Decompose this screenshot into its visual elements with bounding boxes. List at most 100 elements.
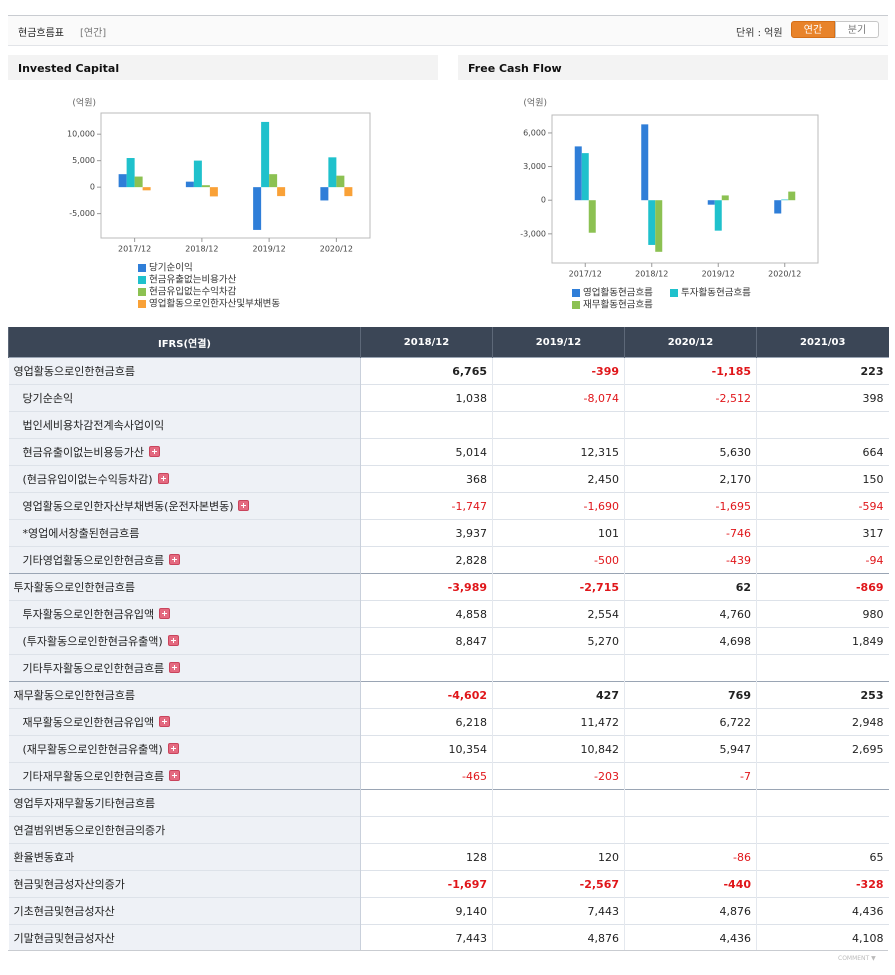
chart-title: Invested Capital: [18, 62, 119, 75]
y-tick-label: 3,000: [523, 162, 546, 171]
expand-icon[interactable]: [159, 608, 171, 619]
value-cell: -94: [756, 546, 889, 574]
value-cell: 4,858: [360, 600, 493, 628]
annual-button[interactable]: 연간: [791, 21, 835, 38]
table-row: 영업활동으로인한자산부채변동(운전자본변동) -1,747 -1,690 -1,695…: [8, 492, 889, 520]
row-label-cell: 연결범위변동으로인한현금의증가: [8, 816, 361, 844]
value-cell: -440: [624, 870, 757, 898]
table-row: 당기순손익 1,038 -8,074 -2,512 398: [8, 384, 889, 412]
plot-area: [551, 114, 819, 264]
table-row: (현금유입이없는수익등차감) 368 2,450 2,170 150: [8, 465, 889, 493]
value-cell: -1,747: [360, 492, 493, 520]
expand-icon[interactable]: [148, 446, 160, 457]
row-label-cell: 법인세비용차감전계속사업이익: [8, 411, 361, 439]
value-cell: 2,554: [492, 600, 625, 628]
expand-icon[interactable]: [238, 500, 250, 511]
bar: [707, 200, 715, 205]
value-cell: 980: [756, 600, 889, 628]
expand-icon[interactable]: [169, 662, 181, 673]
value-cell: 150: [756, 465, 889, 493]
x-tick-label: 2017/12: [118, 245, 151, 254]
legend-swatch: [670, 289, 678, 297]
expand-icon[interactable]: [167, 635, 179, 646]
row-label-cell: (현금유입이없는수익등차감): [8, 465, 361, 493]
bar: [588, 200, 596, 233]
value-cell: 6,722: [624, 708, 757, 736]
value-cell: 5,014: [360, 438, 493, 466]
quarter-button[interactable]: 분기: [835, 21, 879, 38]
value-cell: 4,698: [624, 627, 757, 655]
value-cell: -1,185: [624, 357, 757, 385]
value-cell: -328: [756, 870, 889, 898]
expand-icon[interactable]: [169, 554, 181, 565]
value-cell: -4,602: [360, 681, 493, 709]
table-row: 현금유출이없는비용등가산 5,014 12,315 5,630 664: [8, 438, 889, 466]
row-label: 연결범위변동으로인한현금의증가: [13, 824, 166, 837]
bar: [185, 181, 194, 188]
section-title: 현금흐름표: [18, 28, 64, 39]
value-cell: -1,690: [492, 492, 625, 520]
row-label-cell: 환율변동효과: [8, 843, 361, 871]
legend-swatch: [138, 264, 146, 272]
x-tick-label: 2020/12: [768, 270, 801, 279]
bar: [193, 160, 202, 188]
row-label: 법인세비용차감전계속사업이익: [22, 419, 165, 432]
column-header: 2020/12: [624, 327, 757, 358]
comment-toggle[interactable]: COMMENT ▼: [838, 955, 876, 962]
value-cell: 65: [756, 843, 889, 871]
value-cell: [492, 816, 625, 844]
y-tick-label: -3,000: [520, 229, 546, 238]
bar: [581, 153, 589, 201]
column-header: 2019/12: [492, 327, 625, 358]
value-cell: 5,270: [492, 627, 625, 655]
table-row: 투자활동으로인한현금흐름 -3,989 -2,715 62 -869: [8, 573, 889, 601]
x-tick-label: 2019/12: [702, 270, 735, 279]
expand-icon[interactable]: [157, 473, 169, 484]
bar: [714, 200, 722, 231]
bar: [788, 191, 796, 201]
legend-label: 영업활동현금흐름: [583, 287, 653, 299]
row-label: 투자활동으로인한현금흐름: [13, 581, 135, 594]
y-tick-label: 0: [90, 183, 95, 192]
expand-icon[interactable]: [169, 770, 181, 781]
row-label-cell: 기타재무활동으로인한현금흐름: [8, 762, 361, 790]
bar: [574, 146, 582, 201]
value-cell: 2,948: [756, 708, 889, 736]
value-cell: [492, 789, 625, 817]
comment-label[interactable]: COMMENT: [838, 955, 870, 962]
row-label: 영업투자재무활동기타현금흐름: [13, 797, 156, 810]
value-cell: 120: [492, 843, 625, 871]
value-cell: -8,074: [492, 384, 625, 412]
value-cell: 9,140: [360, 897, 493, 925]
value-cell: 10,842: [492, 735, 625, 763]
value-cell: 11,472: [492, 708, 625, 736]
value-cell: [360, 789, 493, 817]
value-cell: -465: [360, 762, 493, 790]
bar: [774, 200, 782, 214]
row-label-cell: (투자활동으로인한현금유출액): [8, 627, 361, 655]
bar: [126, 158, 135, 188]
y-tick-label: 0: [541, 196, 546, 205]
row-label-cell: 영업투자재무활동기타현금흐름: [8, 789, 361, 817]
value-cell: -2,512: [624, 384, 757, 412]
legend-label: 영업활동으로인한자산및부채변동: [149, 298, 280, 310]
bar: [328, 157, 337, 188]
value-cell: -399: [492, 357, 625, 385]
table-row: 연결범위변동으로인한현금의증가: [8, 816, 889, 844]
expand-icon[interactable]: [167, 743, 179, 754]
value-cell: -7: [624, 762, 757, 790]
value-cell: -2,567: [492, 870, 625, 898]
value-cell: 101: [492, 519, 625, 547]
table-row: 재무활동으로인한현금흐름 -4,602 427 769 253: [8, 681, 889, 709]
bar: [320, 187, 329, 201]
row-label-cell: 영업활동으로인한현금흐름: [8, 357, 361, 385]
value-cell: 12,315: [492, 438, 625, 466]
x-tick-label: 2018/12: [185, 245, 218, 254]
y-tick-label: 5,000: [72, 156, 95, 165]
expand-icon[interactable]: [159, 716, 171, 727]
value-cell: [756, 816, 889, 844]
table-row: 기타영업활동으로인한현금흐름 2,828 -500 -439 -94: [8, 546, 889, 574]
value-cell: 6,765: [360, 357, 493, 385]
y-tick-label: 10,000: [67, 130, 95, 139]
value-cell: -594: [756, 492, 889, 520]
